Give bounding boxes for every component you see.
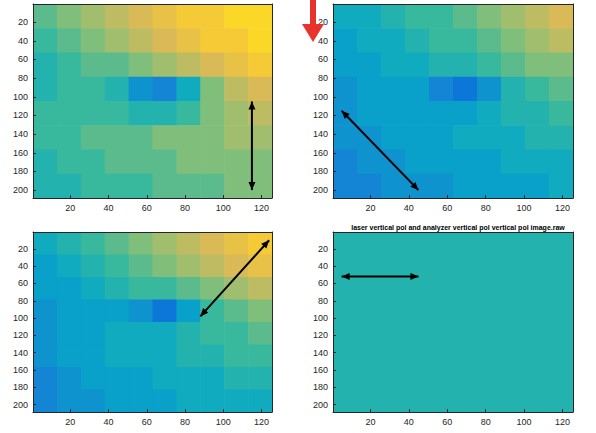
svg-text:200: 200 [313,400,328,410]
svg-text:100: 100 [313,92,328,102]
svg-text:200: 200 [13,185,28,195]
svg-text:120: 120 [13,110,28,120]
svg-text:180: 180 [13,382,28,392]
svg-text:120: 120 [13,330,28,340]
svg-text:60: 60 [442,203,452,213]
svg-text:80: 80 [481,203,491,213]
svg-text:40: 40 [18,36,28,46]
svg-text:120: 120 [555,417,570,427]
svg-text:20: 20 [318,244,328,254]
svg-text:100: 100 [13,313,28,323]
svg-text:80: 80 [18,296,28,306]
svg-text:laser vertical pol and analyze: laser vertical pol and analyzer vertical… [351,224,565,232]
svg-text:60: 60 [318,278,328,288]
svg-text:40: 40 [404,417,414,427]
svg-text:80: 80 [180,417,190,427]
svg-text:60: 60 [318,54,328,64]
svg-text:200: 200 [13,400,28,410]
svg-text:60: 60 [142,417,152,427]
svg-text:80: 80 [481,417,491,427]
svg-text:160: 160 [313,148,328,158]
svg-text:120: 120 [254,417,269,427]
svg-text:100: 100 [313,313,328,323]
svg-text:120: 120 [254,203,269,213]
svg-text:20: 20 [18,244,28,254]
svg-text:40: 40 [104,203,114,213]
svg-text:100: 100 [216,417,231,427]
svg-text:80: 80 [318,296,328,306]
svg-text:160: 160 [313,365,328,375]
svg-text:180: 180 [313,166,328,176]
svg-text:80: 80 [18,73,28,83]
svg-text:140: 140 [13,129,28,139]
svg-text:80: 80 [180,203,190,213]
svg-text:100: 100 [517,417,532,427]
svg-text:20: 20 [65,417,75,427]
svg-text:180: 180 [313,382,328,392]
svg-text:140: 140 [313,348,328,358]
svg-text:180: 180 [13,166,28,176]
svg-text:80: 80 [318,73,328,83]
svg-text:100: 100 [216,203,231,213]
svg-text:100: 100 [13,92,28,102]
svg-text:60: 60 [142,203,152,213]
svg-text:200: 200 [313,185,328,195]
svg-text:60: 60 [18,278,28,288]
svg-text:40: 40 [18,261,28,271]
svg-text:140: 140 [13,348,28,358]
svg-text:40: 40 [404,203,414,213]
svg-text:20: 20 [18,17,28,27]
svg-text:160: 160 [13,365,28,375]
svg-text:20: 20 [365,417,375,427]
svg-text:40: 40 [104,417,114,427]
svg-text:40: 40 [318,36,328,46]
svg-text:140: 140 [313,129,328,139]
svg-text:60: 60 [442,417,452,427]
svg-text:100: 100 [517,203,532,213]
svg-text:120: 120 [555,203,570,213]
svg-text:120: 120 [313,330,328,340]
svg-text:160: 160 [13,148,28,158]
svg-text:60: 60 [18,54,28,64]
svg-text:20: 20 [365,203,375,213]
svg-text:40: 40 [318,261,328,271]
svg-text:20: 20 [318,17,328,28]
svg-text:120: 120 [313,110,328,120]
svg-text:20: 20 [65,203,75,213]
